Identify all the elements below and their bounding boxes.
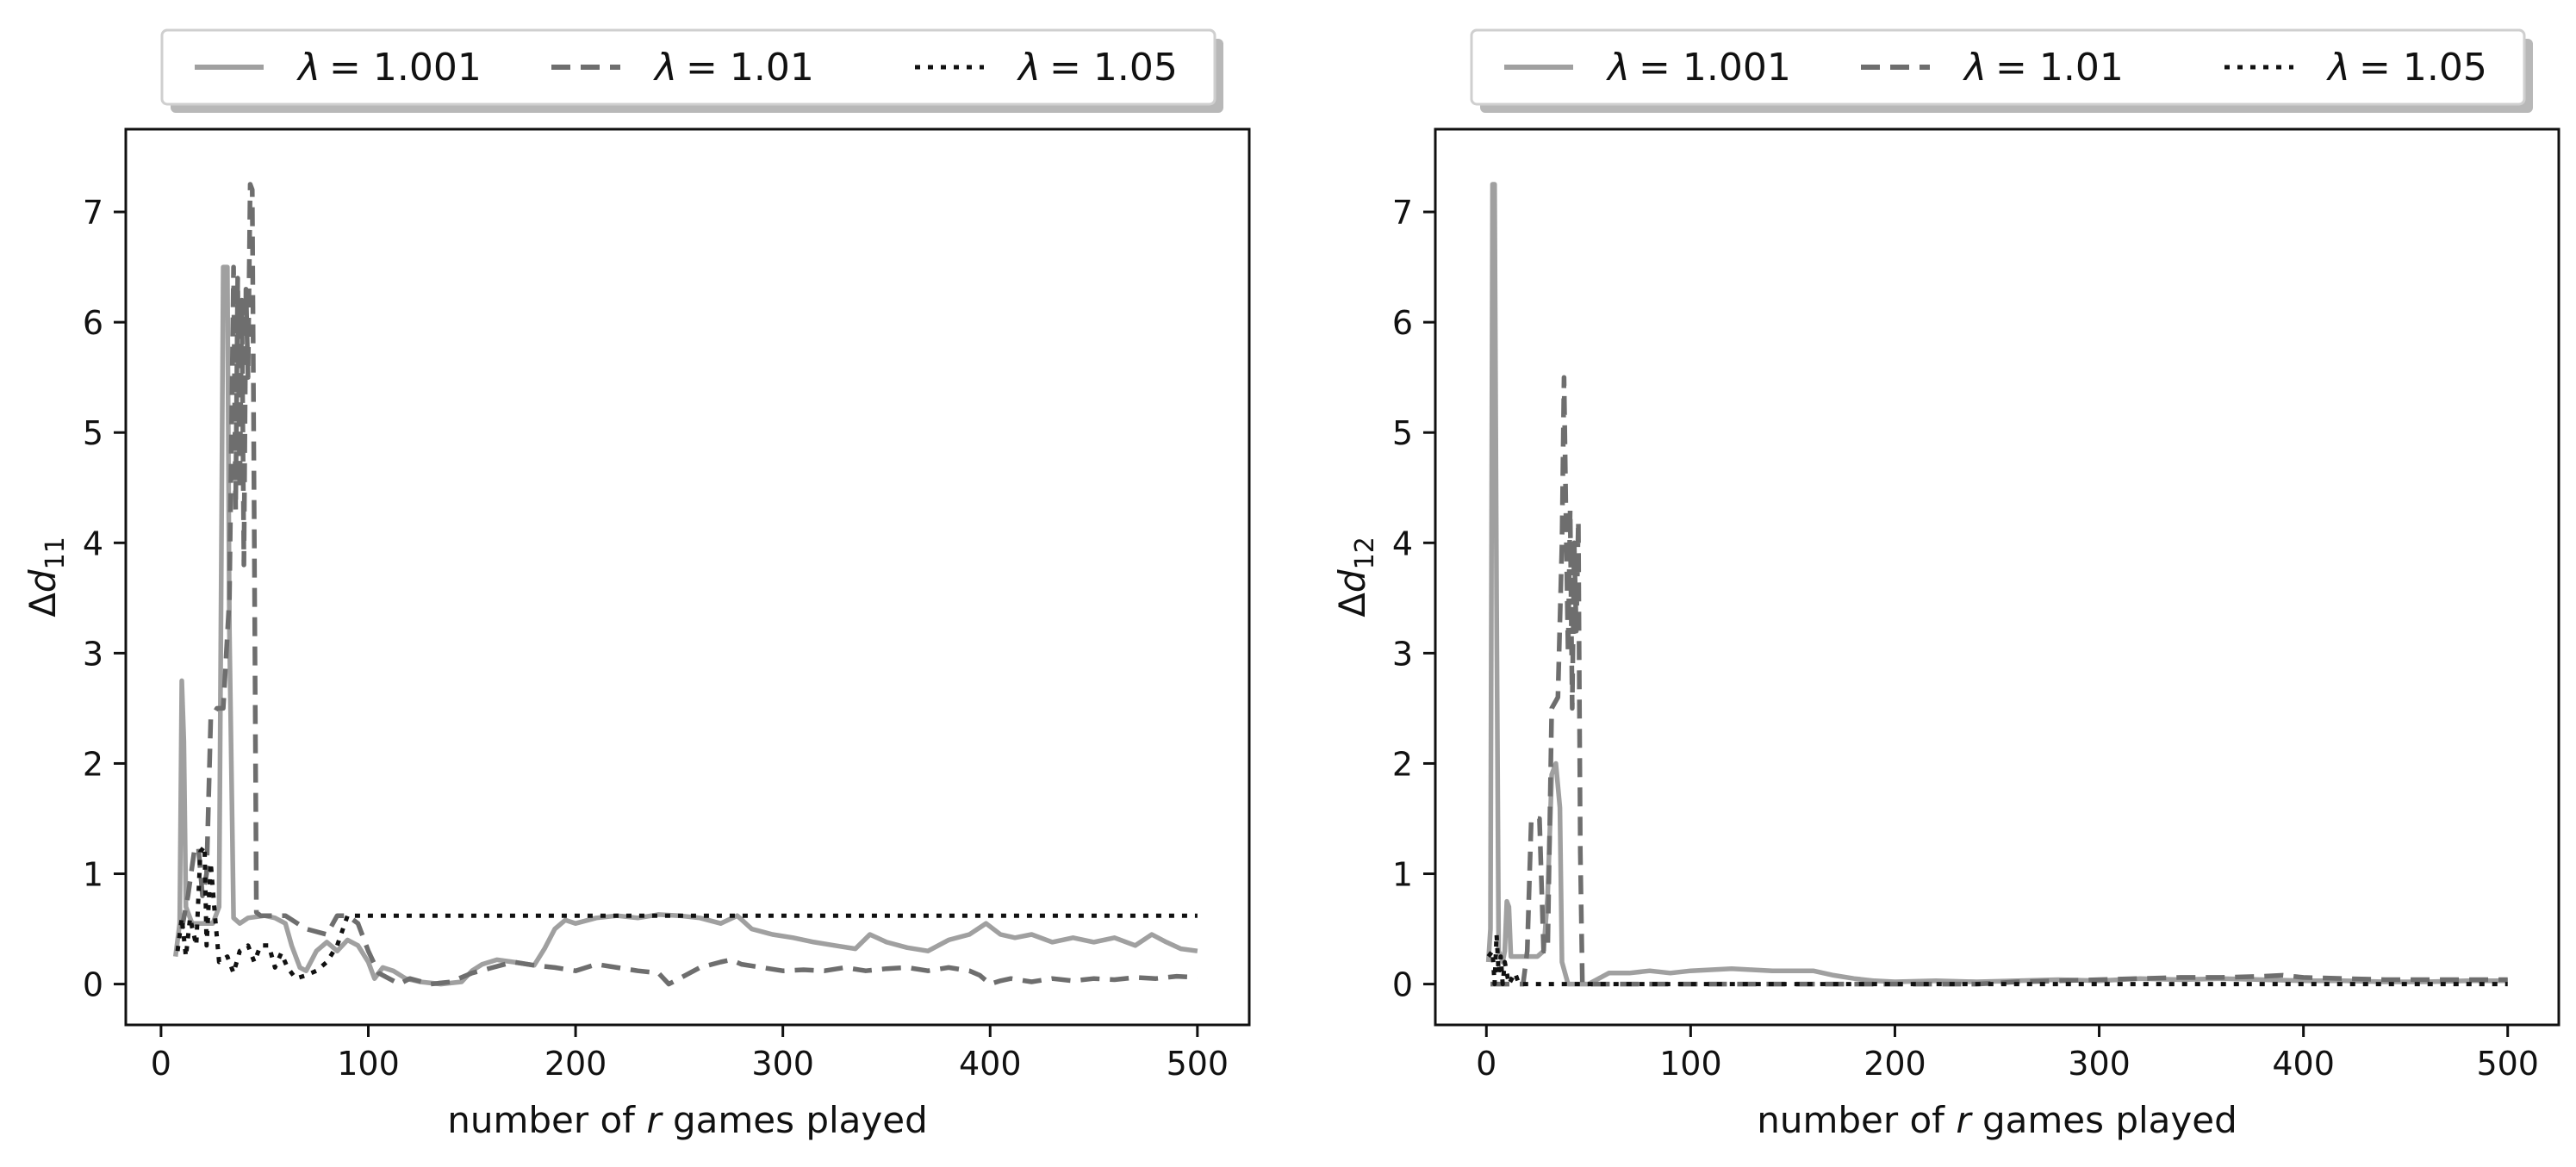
- x-tick-label: 300: [2068, 1045, 2131, 1083]
- y-axis-label: Δd11: [22, 537, 71, 618]
- y-tick-label: 2: [1392, 745, 1413, 783]
- legend-label-1: λ = 1.001: [296, 46, 482, 90]
- series-line-2: [1490, 375, 2508, 987]
- series-line-1: [1485, 182, 2508, 987]
- legend: λ = 1.001 λ = 1.01 λ = 1.05: [160, 28, 1223, 113]
- y-tick-label: 7: [83, 194, 103, 232]
- y-tick-label: 5: [1392, 414, 1413, 452]
- legend-box: [1470, 28, 2526, 106]
- legend-label-3: λ = 1.05: [2326, 46, 2487, 90]
- y-tick-label: 6: [83, 304, 103, 342]
- y-tick-label: 4: [1392, 525, 1413, 562]
- legend: λ = 1.001 λ = 1.01 λ = 1.05: [1470, 28, 2533, 113]
- x-tick-label: 500: [1167, 1045, 1229, 1083]
- legend-label-1: λ = 1.001: [1606, 46, 1791, 90]
- chart-1: 0 100 200 300 400 500 0 1 2 3 4 5 6 7 number of r game…: [22, 28, 1251, 1141]
- legend-box: [160, 28, 1216, 106]
- y-tick-label: 5: [83, 414, 103, 452]
- y-tick-label: 0: [83, 966, 103, 1004]
- chart-2: 0 100 200 300 400 500 0 1 2 3 4 5 6 7 number of r game…: [1331, 28, 2560, 1141]
- y-tick-label: 0: [1392, 966, 1413, 1004]
- x-tick-label: 400: [2272, 1045, 2335, 1083]
- y-tick-label: 2: [83, 745, 103, 783]
- x-tick-label: 200: [544, 1045, 607, 1083]
- x-tick-label: 300: [751, 1045, 814, 1083]
- y-tick-label: 3: [83, 635, 103, 673]
- y-tick-label: 6: [1392, 304, 1413, 342]
- x-tick-label: 400: [959, 1045, 1022, 1083]
- y-tick-label: 3: [1392, 635, 1413, 673]
- x-tick-label: 100: [1659, 1045, 1722, 1083]
- series-line-3: [1486, 932, 2508, 987]
- legend-label-2: λ = 1.01: [1963, 46, 2124, 90]
- series-line-1: [172, 264, 1198, 987]
- x-tick-label: 100: [337, 1045, 400, 1083]
- legend-label-3: λ = 1.05: [1017, 46, 1178, 90]
- plot-frame: [1434, 127, 2560, 1027]
- plot-frame: [124, 127, 1251, 1027]
- x-tick-label: 0: [151, 1045, 171, 1083]
- x-axis-label: number of r games played: [447, 1099, 928, 1141]
- series-line-2: [179, 182, 1198, 987]
- x-tick-label: 200: [1864, 1045, 1926, 1083]
- series-line-3: [175, 844, 1198, 981]
- x-axis-label: number of r games played: [1757, 1099, 2237, 1141]
- y-tick-label: 1: [1392, 856, 1413, 894]
- y-axis-label: Δd12: [1331, 537, 1380, 618]
- x-tick-label: 500: [2476, 1045, 2539, 1083]
- y-tick-label: 4: [83, 525, 103, 562]
- series-lines: [1485, 182, 2508, 987]
- legend-label-2: λ = 1.01: [653, 46, 814, 90]
- y-tick-label: 1: [83, 856, 103, 894]
- series-lines: [172, 182, 1198, 987]
- x-tick-label: 0: [1476, 1045, 1496, 1083]
- y-tick-label: 7: [1392, 194, 1413, 232]
